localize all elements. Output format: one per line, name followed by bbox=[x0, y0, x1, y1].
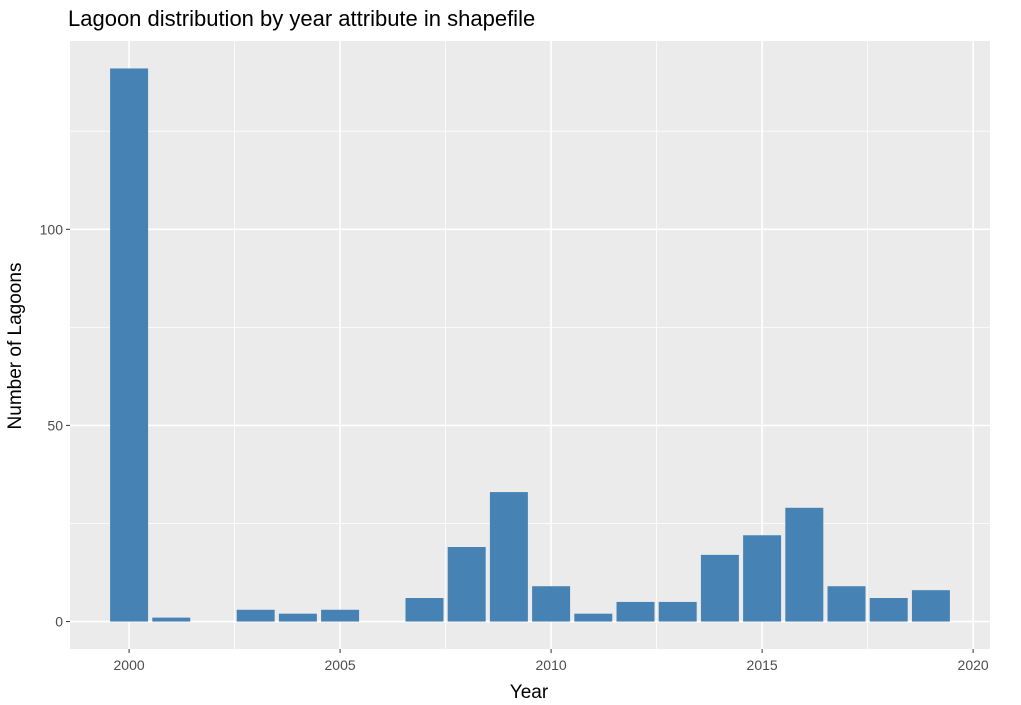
y-axis-title: Number of Lagoons bbox=[5, 263, 26, 430]
bar-2007 bbox=[405, 598, 444, 622]
bar-2004 bbox=[278, 613, 317, 622]
bar-2014 bbox=[700, 554, 739, 622]
bar-2000 bbox=[110, 68, 149, 622]
bar-2012 bbox=[616, 601, 655, 622]
bar-2005 bbox=[321, 609, 360, 622]
bar-2003 bbox=[236, 609, 275, 622]
bar-2001 bbox=[152, 617, 191, 622]
plot-panel bbox=[70, 41, 990, 649]
chart-title: Lagoon distribution by year attribute in… bbox=[68, 6, 535, 31]
x-axis-title: Year bbox=[510, 682, 549, 703]
bar-2015 bbox=[743, 535, 782, 622]
y-tick-label: 50 bbox=[47, 417, 63, 433]
x-axis-ticks: 2000 2005 2010 2015 2020 bbox=[114, 649, 989, 673]
bars bbox=[110, 68, 950, 622]
x-tick-label: 2015 bbox=[747, 657, 778, 673]
y-tick-label: 100 bbox=[40, 221, 64, 237]
bar-2018 bbox=[869, 598, 908, 622]
x-tick-label: 2005 bbox=[325, 657, 356, 673]
y-axis-ticks: 0 50 100 bbox=[40, 221, 70, 630]
bar-2011 bbox=[574, 613, 613, 622]
y-tick-label: 0 bbox=[55, 614, 63, 630]
bar-2016 bbox=[785, 507, 824, 622]
bar-2008 bbox=[447, 547, 486, 622]
x-tick-label: 2010 bbox=[536, 657, 567, 673]
bar-2017 bbox=[827, 586, 866, 622]
bar-2009 bbox=[489, 492, 528, 622]
bar-2013 bbox=[658, 601, 697, 622]
bar-2010 bbox=[532, 586, 571, 622]
bar-2019 bbox=[911, 590, 950, 622]
x-tick-label: 2000 bbox=[114, 657, 145, 673]
x-tick-label: 2020 bbox=[958, 657, 989, 673]
grid-minor bbox=[70, 41, 990, 649]
